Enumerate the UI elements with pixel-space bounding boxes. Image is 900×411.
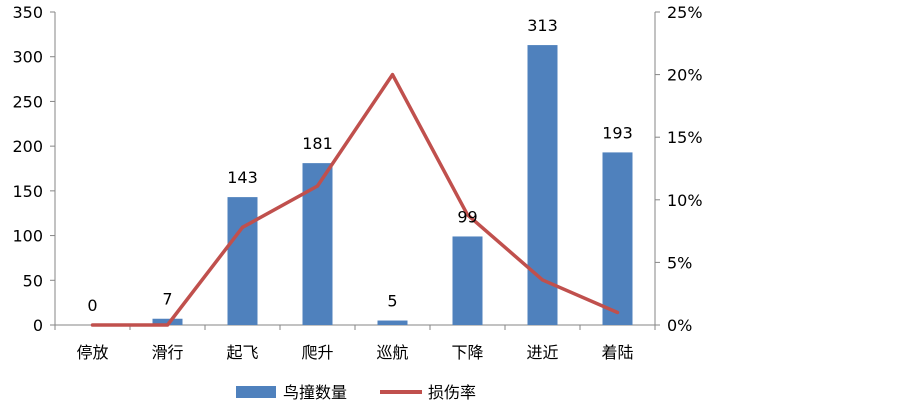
x-tick-label: 巡航 — [376, 343, 408, 362]
legend: 鸟撞数量 损伤率 — [236, 383, 476, 402]
line-point — [91, 323, 94, 327]
bar-series — [152, 45, 633, 326]
bar — [152, 318, 183, 325]
line-point — [391, 73, 394, 77]
x-tick-label: 爬升 — [301, 343, 333, 362]
bar-data-label: 193 — [602, 123, 633, 142]
bar-data-label: 7 — [162, 290, 172, 309]
y-right-tick-label: 0% — [667, 316, 692, 335]
line-point — [241, 225, 244, 229]
y-left-tick-label: 0 — [33, 316, 43, 335]
y-left-tick-label: 150 — [12, 182, 43, 201]
y-left-tick-label: 100 — [12, 227, 43, 246]
legend-bar-label: 鸟撞数量 — [283, 383, 347, 402]
line-point — [166, 323, 169, 327]
y-right-tick-label: 15% — [667, 128, 703, 147]
axes-group: 0501001502002503003500%5%10%15%20%25%停放滑… — [12, 3, 702, 362]
damage-rate-line — [90, 72, 620, 327]
y-left-tick-label: 50 — [23, 271, 43, 290]
bar-data-label: 313 — [527, 16, 558, 35]
bar — [377, 320, 408, 325]
bar — [452, 236, 483, 325]
y-right-tick-label: 25% — [667, 3, 703, 22]
y-right-tick-label: 20% — [667, 66, 703, 85]
line-point — [316, 184, 319, 188]
x-tick-label: 起飞 — [226, 343, 258, 362]
x-tick-label: 停放 — [76, 343, 108, 362]
y-left-tick-label: 300 — [12, 48, 43, 67]
bar-data-label: 5 — [387, 292, 397, 311]
bar — [602, 152, 633, 325]
data-labels-group: 0 7 143 181 5 99 313 193 — [87, 16, 632, 315]
x-tick-label: 下降 — [451, 343, 483, 362]
line-point — [616, 310, 619, 314]
bar-data-label: 0 — [87, 296, 97, 315]
legend-line-label: 损伤率 — [428, 383, 476, 402]
x-tick-label: 滑行 — [151, 343, 183, 362]
y-right-tick-label: 10% — [667, 191, 703, 210]
x-tick-label: 着陆 — [601, 343, 633, 362]
bar-data-label: 143 — [227, 168, 258, 187]
y-left-tick-label: 200 — [12, 137, 43, 156]
y-left-tick-label: 350 — [12, 3, 43, 22]
x-tick-label: 进近 — [526, 343, 558, 362]
bar-data-label: 181 — [302, 134, 333, 153]
bar-data-label: 99 — [457, 207, 477, 226]
legend-bar-swatch — [236, 386, 276, 398]
line-series — [90, 72, 620, 327]
y-left-tick-label: 250 — [12, 92, 43, 111]
line-point — [466, 213, 469, 217]
y-right-tick-label: 5% — [667, 253, 692, 272]
bar — [227, 197, 258, 325]
line-point — [541, 278, 544, 282]
